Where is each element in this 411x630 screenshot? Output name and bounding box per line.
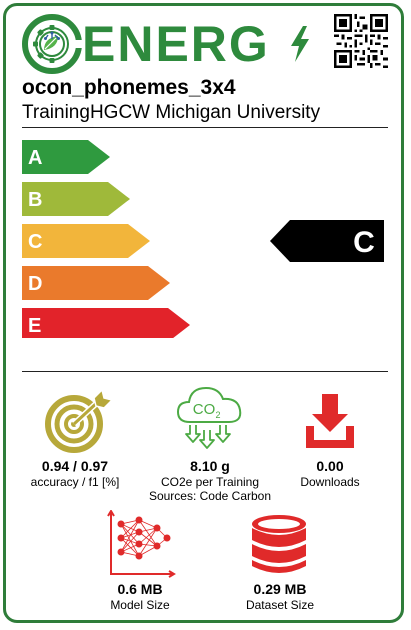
downloads-value: 0.00 [316,458,344,474]
rating-bar-shape-d [22,266,170,300]
label-header: ENERG [22,12,388,76]
emissions-label: CO2e per Training [160,475,260,489]
download-icon[interactable] [302,392,358,452]
rating-bar-d: D [22,266,170,300]
target-icon [45,390,114,453]
selected-rating-letter: C [353,226,375,259]
performance-value: 0.94 / 0.97 [41,458,109,474]
model-size-label: Model Size [110,598,170,612]
metrics-divider [22,371,388,372]
gear-leaf-circuit-icon [22,14,82,74]
performance-label: accuracy / f1 [%] [30,475,120,489]
rating-bar-shape-b [22,182,130,216]
header-divider [22,127,388,128]
brand-name: ENERG [82,16,270,72]
dataset-size-value: 0.29 MB [253,581,307,597]
rating-bar-b: B [22,182,130,216]
organization-name: TrainingHGCW Michigan University [22,102,321,123]
rating-bar-letter-e: E [28,315,41,337]
rating-indicator: C [270,220,384,262]
rating-bar-a: A [22,140,110,174]
rating-bar-shape-c [22,224,150,258]
rating-bar-letter-b: B [28,189,42,211]
database-icon [252,515,306,573]
emissions-source: Sources: Code Carbon [148,489,272,503]
rating-bar-letter-a: A [28,147,42,169]
rating-bar-letter-d: D [28,273,42,295]
rating-bar-shape-e [22,308,190,338]
neural-network-icon [107,510,176,578]
brand-logo: ENERG [22,12,322,76]
rating-bar-letter-c: C [28,231,42,253]
co2-icon-subscript: 2 [215,410,220,420]
model-size-value: 0.6 MB [117,581,163,597]
dataset-size-label: Dataset Size [245,598,315,612]
co2-cloud-icon: CO 2 [176,386,242,449]
emissions-value: 8.10 g [190,458,230,474]
model-name: ocon_phonemes_3x4 [22,76,236,99]
rating-bar-shape-a [22,140,110,174]
rating-bar-e: E [22,308,190,338]
rating-bar-c: C [22,224,150,258]
lightning-bolt-icon [291,26,309,62]
downloads-label: Downloads [300,475,360,489]
qr-code-icon[interactable] [334,14,388,68]
co2-icon-text: CO [193,401,216,418]
